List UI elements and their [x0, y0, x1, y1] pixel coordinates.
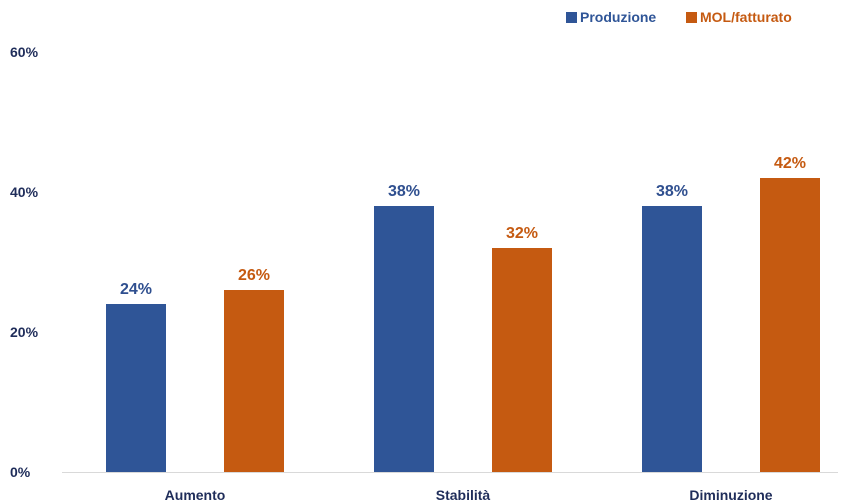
legend-label: Produzione [580, 9, 656, 25]
bar-produzione [642, 206, 702, 472]
y-tick-label: 0% [10, 464, 31, 480]
data-label: 38% [388, 183, 420, 200]
data-label: 32% [506, 225, 538, 242]
category-label: Aumento [165, 487, 226, 503]
legend-swatch [566, 12, 577, 23]
bar-mol-fatturato [492, 248, 552, 472]
legend-swatch [686, 12, 697, 23]
y-tick-label: 40% [10, 184, 39, 200]
y-tick-label: 20% [10, 324, 39, 340]
bar-produzione [374, 206, 434, 472]
y-axis: 0% 20% 40% 60% [10, 44, 39, 480]
legend-item-mol-fatturato: MOL/fatturato [686, 9, 792, 25]
legend-item-produzione: Produzione [566, 9, 656, 25]
y-tick-label: 60% [10, 44, 39, 60]
bar-mol-fatturato [760, 178, 820, 472]
category-label: Diminuzione [689, 487, 772, 503]
bars: 24% 38% 38% 26% 32% 42% [106, 155, 820, 472]
x-axis: Aumento Stabilità Diminuzione [62, 472, 838, 503]
data-label: 38% [656, 183, 688, 200]
data-label: 42% [774, 155, 806, 172]
legend-label: MOL/fatturato [700, 9, 792, 25]
bar-mol-fatturato [224, 290, 284, 472]
legend: Produzione MOL/fatturato [566, 9, 792, 25]
category-label: Stabilità [436, 487, 491, 503]
data-label: 26% [238, 267, 270, 284]
bar-produzione [106, 304, 166, 472]
data-label: 24% [120, 281, 152, 298]
